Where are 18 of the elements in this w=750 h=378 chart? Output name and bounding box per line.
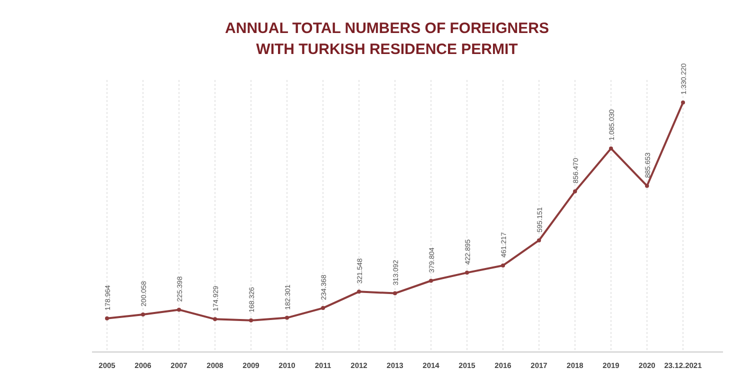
point: [141, 312, 145, 316]
point: [465, 270, 469, 275]
point: [177, 308, 181, 312]
point: [105, 316, 109, 320]
point: [537, 238, 541, 242]
chart-title: ANNUAL TOTAL NUMBERS OF FOREIGNERS WITH TURKISH RESIDENCE PERMIT: [225, 20, 549, 58]
point: [285, 316, 289, 320]
point: [213, 317, 217, 322]
point: [429, 278, 433, 283]
point: [393, 291, 397, 296]
point: [357, 290, 361, 294]
point: [321, 306, 325, 310]
point: [501, 263, 505, 268]
point: [645, 184, 649, 188]
point: [573, 189, 577, 194]
point: [609, 146, 613, 150]
point: [249, 318, 253, 322]
point: [681, 100, 685, 104]
